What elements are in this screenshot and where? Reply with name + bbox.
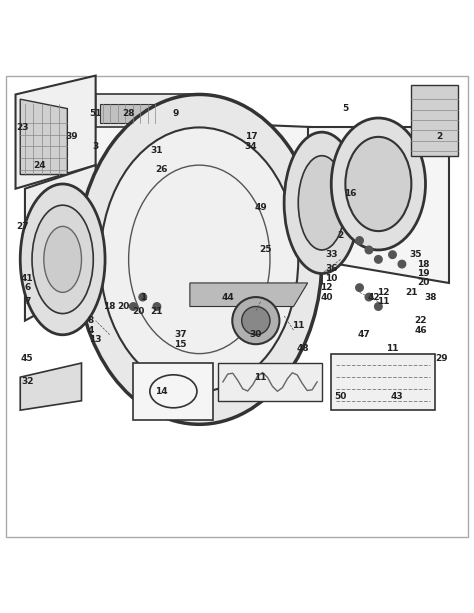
Text: 8: 8 — [88, 316, 94, 325]
Polygon shape — [96, 94, 199, 128]
Text: 13: 13 — [90, 335, 102, 344]
Text: 27: 27 — [16, 222, 29, 231]
Circle shape — [129, 303, 137, 310]
Text: 48: 48 — [297, 345, 309, 354]
Polygon shape — [20, 99, 67, 175]
Text: 38: 38 — [424, 292, 437, 302]
Text: 17: 17 — [245, 132, 257, 142]
Ellipse shape — [346, 137, 411, 231]
Text: 41: 41 — [21, 274, 34, 283]
Text: 32: 32 — [21, 378, 34, 386]
Polygon shape — [20, 363, 82, 410]
Text: 47: 47 — [358, 330, 371, 339]
Circle shape — [139, 293, 146, 301]
Ellipse shape — [20, 184, 105, 335]
Circle shape — [365, 293, 373, 301]
Text: 20: 20 — [132, 306, 144, 316]
Text: 4: 4 — [88, 326, 94, 335]
Text: 33: 33 — [325, 250, 337, 259]
Polygon shape — [190, 283, 308, 306]
Text: 16: 16 — [344, 189, 356, 198]
Text: 11: 11 — [377, 297, 389, 306]
Circle shape — [374, 303, 382, 310]
Text: 45: 45 — [21, 354, 34, 363]
Text: 46: 46 — [414, 326, 427, 335]
Text: 50: 50 — [335, 392, 347, 400]
Text: 15: 15 — [174, 340, 187, 349]
Circle shape — [356, 237, 363, 245]
Text: 31: 31 — [151, 147, 163, 156]
Ellipse shape — [298, 156, 346, 250]
Text: 21: 21 — [405, 288, 418, 297]
Text: 6: 6 — [24, 283, 30, 292]
Circle shape — [153, 303, 161, 310]
Polygon shape — [308, 128, 449, 283]
Text: 36: 36 — [325, 264, 337, 273]
Text: 29: 29 — [436, 354, 448, 363]
Text: 5: 5 — [342, 104, 348, 113]
Text: 12: 12 — [377, 288, 389, 297]
Text: 42: 42 — [367, 292, 380, 302]
Text: 11: 11 — [255, 373, 267, 382]
Text: 51: 51 — [90, 109, 102, 118]
Ellipse shape — [32, 205, 93, 314]
Text: 49: 49 — [254, 203, 267, 212]
Circle shape — [389, 251, 396, 259]
Text: 24: 24 — [33, 161, 46, 170]
Text: 30: 30 — [250, 330, 262, 339]
Text: 26: 26 — [155, 166, 168, 174]
Text: 44: 44 — [221, 292, 234, 302]
Polygon shape — [218, 363, 322, 401]
Text: 18: 18 — [103, 302, 116, 311]
Text: 39: 39 — [66, 132, 78, 142]
Ellipse shape — [100, 128, 298, 391]
Circle shape — [374, 256, 382, 263]
Text: 20: 20 — [118, 302, 130, 311]
Text: 37: 37 — [174, 330, 187, 339]
Circle shape — [365, 246, 373, 254]
Polygon shape — [331, 354, 435, 410]
Polygon shape — [25, 165, 96, 321]
Text: 23: 23 — [16, 123, 29, 132]
Text: 18: 18 — [417, 259, 429, 268]
Text: 11: 11 — [386, 345, 399, 354]
Text: 2: 2 — [337, 231, 344, 240]
Text: 19: 19 — [417, 269, 429, 278]
Text: 7: 7 — [24, 297, 30, 306]
Text: 3: 3 — [92, 142, 99, 151]
Text: 28: 28 — [122, 109, 135, 118]
Text: 22: 22 — [415, 316, 427, 325]
Polygon shape — [16, 75, 96, 189]
Text: 9: 9 — [173, 109, 179, 118]
Text: 34: 34 — [245, 142, 257, 151]
Ellipse shape — [242, 306, 270, 335]
Text: 35: 35 — [410, 250, 422, 259]
Text: 20: 20 — [417, 278, 429, 287]
Text: 1: 1 — [140, 292, 146, 302]
Circle shape — [356, 284, 363, 291]
Ellipse shape — [284, 132, 359, 273]
Ellipse shape — [232, 297, 279, 344]
Text: 40: 40 — [320, 292, 333, 302]
Text: 25: 25 — [259, 245, 272, 254]
Polygon shape — [133, 363, 213, 419]
Text: 11: 11 — [292, 321, 304, 330]
Circle shape — [398, 261, 406, 268]
Polygon shape — [411, 85, 458, 156]
Text: 43: 43 — [391, 392, 403, 400]
Text: 12: 12 — [320, 283, 333, 292]
Polygon shape — [100, 104, 166, 123]
Text: 10: 10 — [325, 274, 337, 283]
Polygon shape — [86, 118, 322, 283]
Ellipse shape — [44, 226, 82, 292]
Ellipse shape — [77, 94, 322, 424]
Text: 14: 14 — [155, 387, 168, 396]
Ellipse shape — [331, 118, 426, 250]
Text: 2: 2 — [437, 132, 443, 142]
Text: 21: 21 — [151, 306, 163, 316]
